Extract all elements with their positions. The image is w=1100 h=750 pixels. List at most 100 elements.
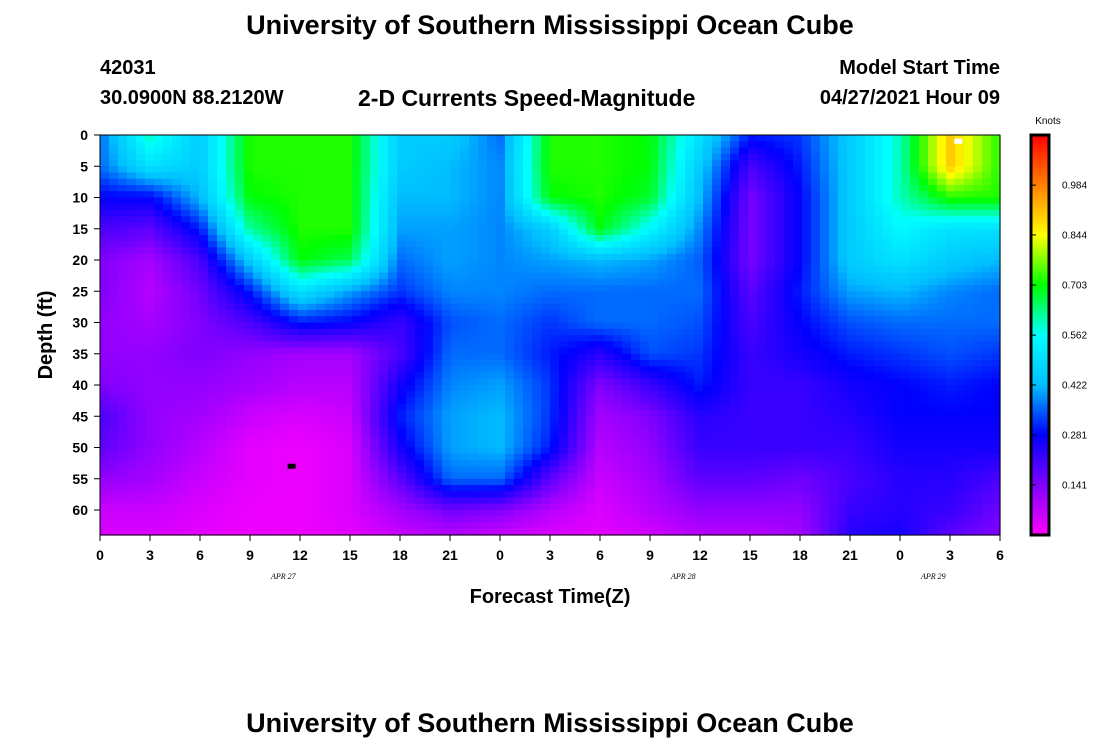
heatmap-cell — [919, 416, 929, 424]
heatmap-cell — [559, 328, 569, 336]
heatmap-cell — [784, 403, 794, 411]
heatmap-cell — [163, 135, 173, 142]
heatmap-cell — [928, 372, 938, 380]
heatmap-cell — [118, 391, 128, 399]
heatmap-cell — [280, 428, 290, 436]
heatmap-cell — [982, 228, 992, 236]
heatmap-cell — [937, 216, 947, 224]
heatmap-cell — [928, 272, 938, 280]
heatmap-cell — [658, 441, 668, 449]
heatmap-cell — [532, 366, 542, 374]
heatmap-cell — [568, 172, 578, 180]
heatmap-cell — [145, 147, 155, 155]
heatmap-cell — [991, 172, 1001, 180]
heatmap-cell — [190, 366, 200, 374]
heatmap-cell — [217, 310, 227, 317]
heatmap-cell — [298, 147, 308, 155]
heatmap-cell — [829, 216, 839, 224]
heatmap-cell — [280, 153, 290, 161]
heatmap-cell — [469, 241, 479, 249]
heatmap-cell — [244, 228, 254, 236]
heatmap-cell — [775, 178, 785, 186]
heatmap-cell — [613, 153, 623, 161]
heatmap-cell — [109, 353, 119, 361]
heatmap-cell — [820, 385, 830, 392]
heatmap-cell — [820, 135, 830, 142]
heatmap-cell — [550, 378, 560, 386]
heatmap-cell — [946, 278, 956, 286]
heatmap-cell — [667, 210, 677, 217]
heatmap-cell — [856, 347, 866, 355]
heatmap-cell — [568, 166, 578, 174]
heatmap-cell — [208, 247, 218, 255]
heatmap-cell — [982, 147, 992, 155]
heatmap-cell — [703, 278, 713, 286]
heatmap-cell — [541, 310, 551, 317]
heatmap-cell — [397, 416, 407, 424]
heatmap-cell — [262, 178, 272, 186]
heatmap-cell — [730, 153, 740, 161]
heatmap-cell — [262, 422, 272, 430]
heatmap-cell — [415, 372, 425, 380]
heatmap-cell — [775, 403, 785, 411]
heatmap-cell — [271, 160, 281, 167]
heatmap-cell — [712, 266, 722, 274]
heatmap-cell — [244, 397, 254, 405]
heatmap-cell — [352, 310, 362, 317]
heatmap-cell — [136, 216, 146, 224]
heatmap-cell — [181, 335, 191, 342]
heatmap-cell — [955, 172, 965, 180]
heatmap-cell — [244, 166, 254, 174]
heatmap-cell — [361, 216, 371, 224]
heatmap-cell — [883, 178, 893, 186]
heatmap-cell — [712, 141, 722, 149]
heatmap-cell — [235, 428, 245, 436]
heatmap-cell — [271, 391, 281, 399]
heatmap-cell — [568, 372, 578, 380]
heatmap-cell — [280, 203, 290, 211]
heatmap-cell — [433, 153, 443, 161]
heatmap-cell — [406, 378, 416, 386]
heatmap-cell — [460, 353, 470, 361]
heatmap-cell — [127, 191, 137, 199]
heatmap-cell — [415, 441, 425, 449]
heatmap-cell — [541, 435, 551, 442]
heatmap-cell — [316, 160, 326, 167]
heatmap-cell — [451, 272, 461, 280]
heatmap-cell — [631, 228, 641, 236]
heatmap-cell — [739, 347, 749, 355]
heatmap-cell — [361, 210, 371, 217]
heatmap-cell — [829, 372, 839, 380]
heatmap-cell — [694, 266, 704, 274]
heatmap-cell — [343, 216, 353, 224]
heatmap-cell — [181, 260, 191, 267]
heatmap-cell — [496, 391, 506, 399]
heatmap-cell — [496, 153, 506, 161]
heatmap-cell — [190, 353, 200, 361]
heatmap-cell — [667, 366, 677, 374]
heatmap-cell — [532, 185, 542, 192]
heatmap-cell — [235, 203, 245, 211]
heatmap-cell — [568, 185, 578, 192]
heatmap-cell — [559, 428, 569, 436]
heatmap-cell — [271, 166, 281, 174]
heatmap-cell — [379, 341, 389, 349]
heatmap-cell — [163, 335, 173, 342]
heatmap-cell — [478, 378, 488, 386]
heatmap-cell — [757, 253, 767, 261]
heatmap-cell — [856, 153, 866, 161]
heatmap-cell — [415, 297, 425, 305]
heatmap-cell — [658, 428, 668, 436]
heatmap-cell — [253, 260, 263, 267]
heatmap-cell — [136, 285, 146, 292]
heatmap-cell — [721, 322, 731, 330]
heatmap-cell — [253, 347, 263, 355]
heatmap-cell — [982, 210, 992, 217]
heatmap-cell — [919, 385, 929, 392]
heatmap-cell — [793, 335, 803, 342]
heatmap-cell — [397, 310, 407, 317]
heatmap-cell — [793, 285, 803, 292]
heatmap-cell — [532, 341, 542, 349]
heatmap-cell — [343, 185, 353, 192]
heatmap-cell — [352, 441, 362, 449]
